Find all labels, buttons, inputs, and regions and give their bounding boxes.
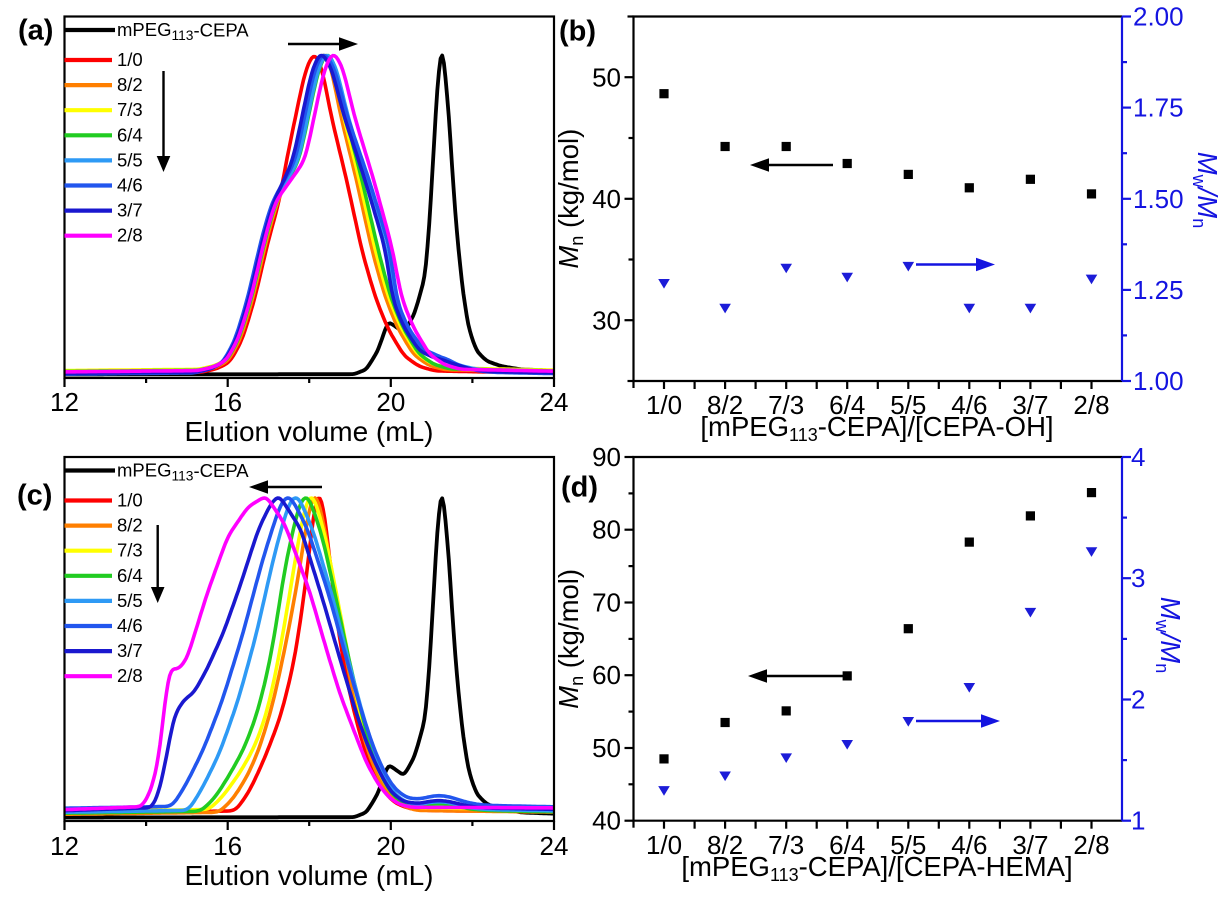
svg-text:3/7: 3/7 [1012, 830, 1048, 860]
svg-text:50: 50 [592, 733, 621, 763]
svg-text:40: 40 [592, 184, 621, 214]
svg-text:7/3: 7/3 [117, 540, 143, 561]
svg-text:8/2: 8/2 [707, 390, 743, 420]
svg-text:1.50: 1.50 [1133, 184, 1184, 214]
svg-text:90: 90 [592, 442, 621, 472]
svg-text:Mn (kg/mol): Mn (kg/mol) [553, 129, 587, 269]
svg-text:4/6: 4/6 [951, 390, 987, 420]
svg-text:1.25: 1.25 [1133, 275, 1184, 305]
svg-text:Elution volume (mL): Elution volume (mL) [185, 860, 434, 891]
svg-text:Elution volume (mL): Elution volume (mL) [185, 416, 434, 447]
svg-text:4/6: 4/6 [117, 615, 143, 636]
svg-text:4: 4 [1131, 442, 1145, 472]
svg-text:30: 30 [592, 305, 621, 335]
svg-text:[mPEG113-CEPA]/[CEPA-OH]: [mPEG113-CEPA]/[CEPA-OH] [700, 411, 1053, 445]
svg-text:5/5: 5/5 [117, 590, 143, 611]
svg-text:1.75: 1.75 [1133, 93, 1184, 123]
svg-text:20: 20 [376, 387, 405, 417]
svg-text:4/6: 4/6 [951, 830, 987, 860]
svg-text:7/3: 7/3 [768, 390, 804, 420]
svg-text:60: 60 [592, 660, 621, 690]
svg-text:7/3: 7/3 [117, 99, 143, 120]
svg-text:8/2: 8/2 [117, 515, 143, 536]
svg-text:1: 1 [1131, 806, 1145, 836]
svg-text:2/8: 2/8 [1073, 830, 1109, 860]
svg-text:1/0: 1/0 [646, 390, 682, 420]
svg-text:6/4: 6/4 [829, 390, 865, 420]
svg-text:(b): (b) [559, 16, 596, 48]
svg-text:12: 12 [50, 831, 79, 861]
svg-text:Mw/Mn: Mw/Mn [1189, 152, 1221, 229]
svg-text:6/4: 6/4 [829, 830, 865, 860]
svg-text:24: 24 [540, 831, 569, 861]
svg-text:70: 70 [592, 587, 621, 617]
svg-text:3/7: 3/7 [1012, 390, 1048, 420]
svg-text:5/5: 5/5 [890, 390, 926, 420]
svg-text:mPEG113-CEPA: mPEG113-CEPA [117, 19, 249, 43]
svg-text:Mn (kg/mol): Mn (kg/mol) [553, 569, 587, 709]
svg-text:2/8: 2/8 [1073, 390, 1109, 420]
svg-text:80: 80 [592, 515, 621, 545]
svg-text:2: 2 [1131, 684, 1145, 714]
svg-text:40: 40 [592, 806, 621, 836]
svg-text:1/0: 1/0 [646, 830, 682, 860]
svg-text:5/5: 5/5 [890, 830, 926, 860]
svg-text:7/3: 7/3 [768, 830, 804, 860]
svg-text:mPEG113-CEPA: mPEG113-CEPA [117, 460, 249, 484]
svg-text:3: 3 [1131, 563, 1145, 593]
svg-text:5/5: 5/5 [117, 149, 143, 170]
svg-text:12: 12 [50, 387, 79, 417]
svg-text:[mPEG113-CEPA]/[CEPA-HEMA]: [mPEG113-CEPA]/[CEPA-HEMA] [681, 851, 1072, 885]
svg-text:2/8: 2/8 [117, 225, 143, 246]
svg-text:6/4: 6/4 [117, 565, 143, 586]
svg-text:4/6: 4/6 [117, 175, 143, 196]
svg-text:1/0: 1/0 [117, 490, 143, 511]
svg-text:2.00: 2.00 [1133, 2, 1184, 32]
svg-text:6/4: 6/4 [117, 124, 143, 145]
svg-text:8/2: 8/2 [117, 74, 143, 95]
svg-text:8/2: 8/2 [707, 830, 743, 860]
svg-text:(d): (d) [561, 472, 598, 504]
svg-text:50: 50 [592, 62, 621, 92]
svg-text:16: 16 [213, 387, 242, 417]
svg-text:3/7: 3/7 [117, 200, 143, 221]
svg-text:Mw/Mn: Mw/Mn [1152, 597, 1186, 674]
svg-text:20: 20 [376, 831, 405, 861]
svg-text:16: 16 [213, 831, 242, 861]
svg-text:(c): (c) [17, 480, 52, 512]
svg-text:24: 24 [540, 387, 569, 417]
svg-text:1/0: 1/0 [117, 49, 143, 70]
svg-text:1.00: 1.00 [1133, 366, 1184, 396]
svg-text:(a): (a) [18, 15, 53, 47]
svg-text:3/7: 3/7 [117, 640, 143, 661]
svg-text:2/8: 2/8 [117, 665, 143, 686]
